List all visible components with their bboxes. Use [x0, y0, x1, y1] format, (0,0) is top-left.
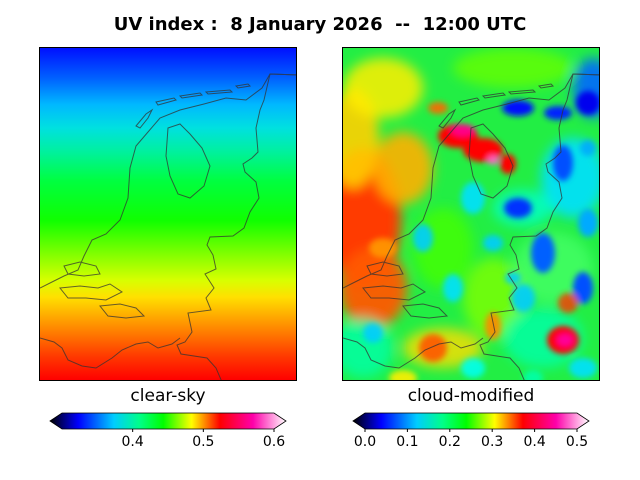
- cloud-field-patch: [453, 48, 573, 88]
- cloud-field-patch: [544, 106, 572, 120]
- cloud-modified-colorbar: [352, 412, 590, 432]
- estuary-1: [63, 261, 101, 277]
- cloud-field-patch: [363, 323, 383, 343]
- cloud-field-patch: [373, 132, 433, 204]
- cloud-field-patch: [389, 370, 417, 380]
- cloud-field-patch: [343, 248, 407, 328]
- cloud-modified-colorbar-tick-label: 0.5: [565, 434, 589, 450]
- cloud-field-patch: [419, 334, 447, 362]
- cloud-field-patch: [343, 58, 423, 118]
- cloud-field-patch: [553, 145, 573, 181]
- cloud-modified-colorbar-tick-label: 0.0: [353, 434, 377, 450]
- cloud-field-patch: [502, 100, 534, 116]
- cloud-field-patch: [483, 235, 503, 251]
- cloud-field-patch: [576, 91, 599, 115]
- clear-sky-colorbar-tick-label: 0.5: [192, 434, 215, 450]
- wadden-island-3: [178, 92, 204, 99]
- cloud-field-patch: [487, 155, 499, 165]
- zeeland-coast: [40, 337, 181, 369]
- cloud-field-patch: [500, 154, 516, 174]
- coastline: [40, 73, 296, 289]
- wadden-island-4: [204, 89, 234, 95]
- cloud-field-patch: [578, 209, 598, 237]
- map-title: UV index : 8 January 2026 -- 12:00 UTC: [113, 14, 527, 35]
- cloud-field-patch: [558, 293, 578, 313]
- cloud-modified-pattern: [343, 48, 599, 380]
- clear-sky-label: clear-sky: [130, 386, 206, 406]
- clear-sky-colorbar-tick-label: 0.6: [262, 434, 286, 450]
- clear-sky-uv-field: [40, 48, 296, 380]
- cloud-modified-colorbar-tick-label: 0.1: [396, 434, 419, 450]
- cloud-field-patch: [461, 182, 485, 214]
- cloud-field-patch: [531, 233, 555, 273]
- clear-sky-colorbar: [49, 412, 287, 432]
- cloud-field-patch: [557, 334, 573, 346]
- cloud-field-patch: [504, 198, 532, 218]
- clear-sky-coastline: [40, 73, 296, 380]
- cloud-field-patch: [369, 238, 397, 258]
- cloud-field-patch: [511, 284, 535, 312]
- cloud-field-patch: [569, 358, 597, 378]
- cloud-field-patch: [443, 274, 463, 302]
- cloud-field-patch: [485, 312, 501, 340]
- cloud-modified-colorbar-tick-label: 0.4: [523, 434, 546, 450]
- cloud-field-patch: [413, 224, 433, 252]
- netherlands-border: [176, 73, 296, 380]
- cloud-modified-colorbar-tick-label: 0.2: [438, 434, 461, 450]
- cloud-modified-label: cloud-modified: [407, 386, 535, 406]
- ijsselmeer: [165, 123, 211, 199]
- wadden-island-5: [234, 83, 252, 89]
- cloud-field-patch: [428, 102, 448, 114]
- cloud-field-patch: [461, 358, 485, 378]
- cloud-field-patch: [523, 370, 543, 380]
- cloud-field-patch: [573, 272, 593, 304]
- wadden-island-2: [155, 97, 177, 106]
- wadden-island-1: [135, 108, 154, 129]
- estuary-3: [99, 303, 146, 319]
- cloud-field-patch: [451, 124, 475, 136]
- estuary-2: [59, 283, 123, 301]
- cloud-modified-colorbar-tick-label: 0.3: [481, 434, 504, 450]
- clear-sky-map: [39, 47, 297, 381]
- clear-sky-colorbar-tick-label: 0.4: [121, 434, 144, 450]
- cloud-field-patch: [580, 140, 596, 156]
- cloud-modified-map: [342, 47, 600, 381]
